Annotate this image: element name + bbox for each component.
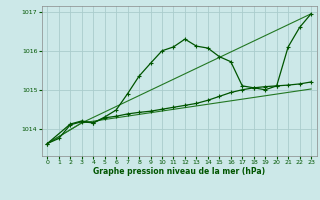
X-axis label: Graphe pression niveau de la mer (hPa): Graphe pression niveau de la mer (hPa) bbox=[93, 167, 265, 176]
